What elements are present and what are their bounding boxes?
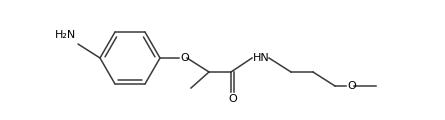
Text: O: O (180, 53, 189, 63)
Text: H₂N: H₂N (55, 30, 76, 40)
Text: HN: HN (253, 53, 270, 63)
Text: O: O (228, 94, 237, 104)
Text: O: O (347, 81, 356, 91)
